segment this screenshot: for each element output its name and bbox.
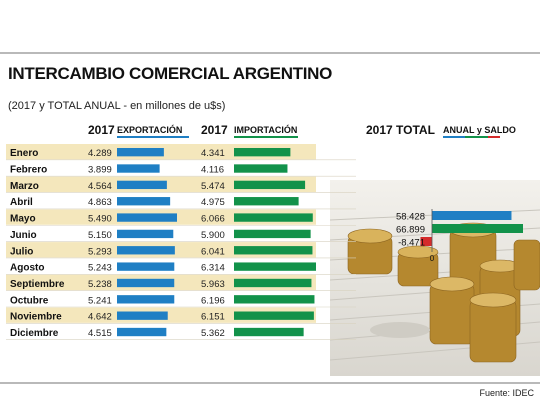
export-year-header: 2017 [88, 123, 115, 137]
import-value-label: 4.975 [201, 197, 225, 208]
export-header-line [117, 136, 189, 138]
export-bar [117, 262, 175, 271]
import-value-label: 4.116 [201, 165, 224, 176]
import-value-label: 6.041 [201, 246, 225, 257]
total-bar [420, 237, 432, 246]
import-bar [234, 295, 315, 304]
import-value-label: 5.963 [201, 279, 225, 290]
total-header-line-red [488, 136, 500, 138]
export-value-label: 4.863 [88, 197, 112, 208]
export-value-label: 5.243 [88, 263, 112, 274]
month-label: Septiembre [10, 279, 65, 290]
import-value-label: 4.341 [201, 148, 225, 159]
export-value-label: 4.515 [88, 328, 112, 339]
export-value-label: 5.293 [88, 246, 112, 257]
chart-title: INTERCAMBIO COMERCIAL ARGENTINO [8, 64, 333, 83]
total-header-line-blue [443, 136, 465, 138]
month-label: Febrero [10, 165, 47, 176]
export-bar [117, 278, 175, 288]
month-label: Marzo [10, 181, 39, 192]
month-label: Octubre [10, 295, 49, 306]
month-label: Abril [10, 197, 33, 208]
month-label: Diciembre [10, 328, 59, 339]
export-header: EXPORTACIÓN [117, 125, 183, 135]
total-bar [432, 211, 512, 220]
import-value-label: 5.362 [201, 328, 225, 339]
export-bar [117, 229, 174, 239]
export-value-label: 4.564 [88, 181, 112, 192]
export-bar [117, 180, 167, 190]
export-value-label: 5.238 [88, 279, 112, 290]
month-label: Mayo [10, 214, 36, 225]
export-bar [117, 197, 171, 206]
import-header-line [234, 136, 298, 138]
import-value-label: 6.066 [201, 214, 225, 225]
export-value-label: 4.642 [88, 312, 112, 323]
total-bar [432, 224, 523, 233]
import-bar [234, 311, 314, 320]
top-rule [0, 52, 540, 54]
import-bar [234, 278, 312, 288]
export-bar [117, 213, 177, 222]
month-label: Julio [10, 246, 33, 257]
export-bar [117, 246, 175, 255]
export-value-label: 5.241 [88, 295, 112, 306]
import-bar [234, 148, 291, 157]
export-value-label: 5.150 [88, 230, 112, 241]
infographic-card: INTERCAMBIO COMERCIAL ARGENTINO (2017 y … [0, 52, 540, 398]
import-bar [234, 164, 288, 173]
export-value-label: 4.289 [88, 148, 112, 159]
export-bar [117, 295, 175, 304]
month-label: Enero [10, 148, 38, 159]
export-bar [117, 327, 167, 337]
import-bar [234, 327, 304, 337]
export-bar [117, 148, 164, 157]
import-bar [234, 229, 311, 239]
import-value-label: 5.474 [201, 181, 225, 192]
total-value-label: 66.899 [396, 225, 425, 236]
month-label: Junio [10, 230, 37, 241]
import-bar [234, 180, 306, 190]
import-value-label: 6.151 [201, 312, 225, 323]
total-header: 2017 TOTAL [366, 123, 435, 137]
total-header-line-green [465, 136, 488, 138]
trade-chart: Enero 4.289 4.341 Febrero 3.899 4.116 Marzo 4.5… [6, 144, 523, 341]
export-value-label: 5.490 [88, 214, 112, 225]
export-value-label: 3.899 [88, 165, 112, 176]
import-header: IMPORTACIÓN [234, 125, 298, 135]
import-value-label: 6.314 [201, 263, 225, 274]
month-label: Noviembre [10, 312, 62, 323]
export-bar [117, 311, 168, 320]
bottom-rule [0, 382, 540, 384]
import-bar [234, 197, 299, 206]
import-year-header: 2017 [201, 123, 228, 137]
export-bar [117, 164, 160, 173]
total-subheader: ANUAL y SALDO [443, 125, 516, 135]
chart-subtitle: (2017 y TOTAL ANUAL - en millones de u$s… [8, 100, 226, 112]
import-bar [234, 213, 313, 222]
total-value-label: -8.471 [398, 238, 425, 249]
source-note: Fuente: IDEC [479, 388, 534, 398]
total-value-label: 58.428 [396, 212, 425, 223]
import-bar [234, 246, 313, 255]
import-value-label: 6.196 [201, 295, 225, 306]
month-label: Agosto [10, 263, 44, 274]
import-bar [234, 262, 316, 271]
total-axis-zero-label: 0 [430, 254, 435, 263]
import-value-label: 5.900 [201, 230, 225, 241]
